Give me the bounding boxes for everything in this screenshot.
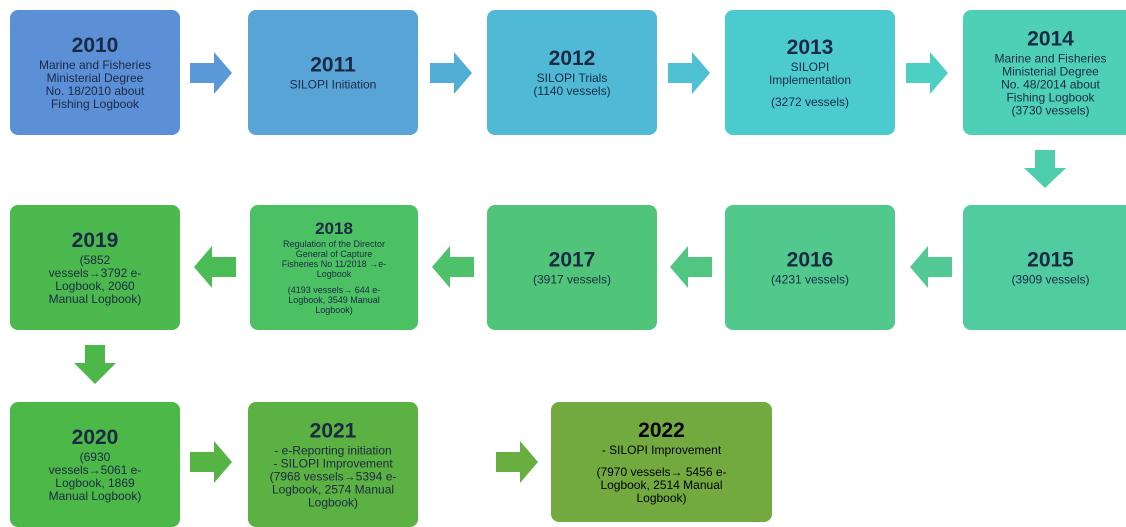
node-text: - SILOPI Improvement — [273, 457, 393, 471]
node-text: Logbook) — [308, 496, 358, 510]
node-text: Manual Logbook) — [49, 489, 142, 503]
node-text: Logbook) — [315, 305, 353, 315]
node-text: - SILOPI Improvement — [602, 443, 722, 457]
node-text: Logbook, 2060 — [55, 279, 135, 293]
node-box — [248, 402, 418, 527]
left-arrow — [910, 246, 952, 288]
node-text: Logbook, 1869 — [55, 476, 135, 490]
node-year: 2014 — [1027, 28, 1074, 51]
node-box — [725, 205, 895, 330]
node-text: Logbook) — [636, 491, 686, 505]
right-arrow — [190, 441, 232, 483]
node-text: SILOPI — [791, 60, 830, 74]
node-text: (3917 vessels) — [533, 273, 611, 287]
node-text: (5852 — [80, 253, 111, 267]
node-year: 2019 — [72, 229, 119, 252]
node-box — [725, 10, 895, 135]
node-year: 2020 — [72, 426, 119, 449]
node-text: - e-Reporting initiation — [274, 444, 391, 458]
left-arrow — [670, 246, 712, 288]
left-arrow — [194, 246, 236, 288]
down-arrow — [1024, 150, 1066, 188]
node-box — [10, 205, 180, 330]
node-text: Marine and Fisheries — [994, 52, 1106, 66]
node-box — [487, 205, 657, 330]
node-year: 2012 — [549, 47, 596, 70]
node-year: 2022 — [638, 419, 685, 442]
right-arrow — [668, 52, 710, 94]
node-text: SILOPI Trials — [537, 71, 608, 85]
node-text: Logbook, 3549 Manual — [288, 295, 380, 305]
node-text: Ministerial Degree — [47, 71, 144, 85]
node-text: Marine and Fisheries — [39, 58, 151, 72]
node-text: (3909 vessels) — [1011, 273, 1089, 287]
node-text: Regulation of the Director — [283, 239, 385, 249]
node-box — [250, 205, 418, 330]
node-text: Manual Logbook) — [49, 292, 142, 306]
node-text: (4193 vessels→ 644 e- — [288, 285, 381, 295]
timeline-node: 2021- e-Reporting initiation- SILOPI Imp… — [248, 402, 418, 527]
node-text: Implementation — [769, 73, 851, 87]
node-box — [487, 10, 657, 135]
node-text: (7970 vessels→ 5456 e- — [596, 465, 726, 479]
node-box — [10, 402, 180, 527]
node-text: (7968 vessels→5394 e- — [270, 470, 397, 484]
node-box — [963, 10, 1126, 135]
node-text: Fishing Logbook — [51, 97, 140, 111]
node-year: 2011 — [310, 54, 356, 77]
node-text: No. 48/2014 about — [1001, 78, 1100, 92]
timeline-node: 2022- SILOPI Improvement (7970 vessels→ 5… — [551, 402, 772, 522]
node-year: 2017 — [549, 249, 596, 272]
node-text: Logbook — [317, 269, 352, 279]
node-text: Logbook, 2574 Manual — [272, 483, 394, 497]
right-arrow — [190, 52, 232, 94]
node-box — [10, 10, 180, 135]
timeline-node: 2017(3917 vessels) — [487, 205, 657, 330]
node-text: (1140 vessels) — [533, 84, 610, 98]
node-text: Fishing Logbook — [1006, 91, 1095, 105]
node-text: No. 18/2010 about — [46, 84, 145, 98]
node-box — [551, 402, 772, 522]
node-text: (3730 vessels) — [1011, 104, 1089, 118]
node-text: Fisheries No 11/2018 →e- — [282, 259, 386, 269]
node-text: Logbook, 2514 Manual — [600, 478, 722, 492]
down-arrow — [74, 345, 116, 384]
node-box — [963, 205, 1126, 330]
node-year: 2016 — [787, 249, 834, 272]
node-year: 2015 — [1027, 249, 1074, 272]
timeline-node: 2015(3909 vessels) — [963, 205, 1126, 330]
node-box — [248, 10, 418, 135]
node-year: 2021 — [310, 420, 357, 443]
node-text: General of Capture — [296, 249, 373, 259]
right-arrow — [906, 52, 948, 94]
arrows — [74, 52, 1066, 483]
timeline-node: 2016(4231 vessels) — [725, 205, 895, 330]
right-arrow — [496, 441, 538, 483]
node-text: vessels→5061 e- — [49, 463, 142, 477]
node-text: (6930 — [80, 450, 111, 464]
node-year: 2018 — [315, 219, 353, 238]
node-text: (4231 vessels) — [771, 273, 849, 287]
node-year: 2013 — [787, 36, 834, 59]
node-text: vessels→3792 e- — [49, 266, 142, 280]
node-text: (3272 vessels) — [771, 95, 849, 109]
node-year: 2010 — [72, 34, 119, 57]
right-arrow — [430, 52, 472, 94]
node-text: SILOPI Initiation — [290, 78, 377, 92]
left-arrow — [432, 246, 474, 288]
node-text: Ministerial Degree — [1002, 65, 1099, 79]
